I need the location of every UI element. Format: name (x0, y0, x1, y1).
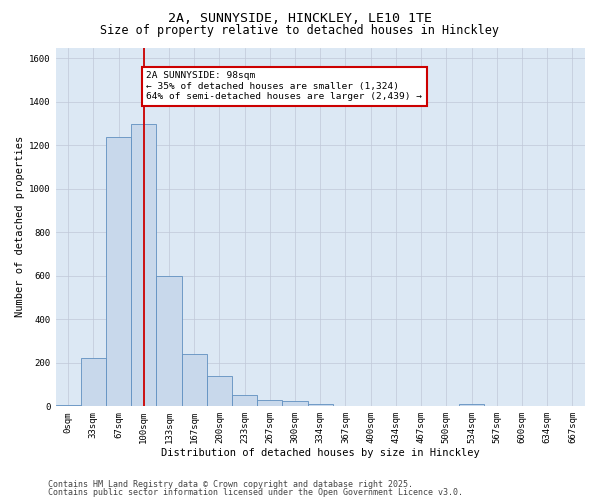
Text: 2A SUNNYSIDE: 98sqm
← 35% of detached houses are smaller (1,324)
64% of semi-det: 2A SUNNYSIDE: 98sqm ← 35% of detached ho… (146, 72, 422, 101)
Bar (182, 354, 207, 406)
Text: Contains public sector information licensed under the Open Government Licence v3: Contains public sector information licen… (48, 488, 463, 497)
Text: Contains HM Land Registry data © Crown copyright and database right 2025.: Contains HM Land Registry data © Crown c… (48, 480, 413, 489)
Bar (459, 404, 484, 406)
Y-axis label: Number of detached properties: Number of detached properties (15, 136, 25, 318)
Bar (257, 400, 283, 406)
Bar (308, 404, 333, 406)
Bar (283, 401, 308, 406)
Bar (56, 405, 81, 406)
Text: Size of property relative to detached houses in Hinckley: Size of property relative to detached ho… (101, 24, 499, 37)
Bar (81, 358, 106, 406)
Bar (157, 276, 182, 406)
Text: 2A, SUNNYSIDE, HINCKLEY, LE10 1TE: 2A, SUNNYSIDE, HINCKLEY, LE10 1TE (168, 12, 432, 26)
Bar (232, 396, 257, 406)
X-axis label: Distribution of detached houses by size in Hinckley: Distribution of detached houses by size … (161, 448, 479, 458)
Bar (131, 124, 157, 406)
Bar (106, 136, 131, 406)
Bar (207, 376, 232, 406)
